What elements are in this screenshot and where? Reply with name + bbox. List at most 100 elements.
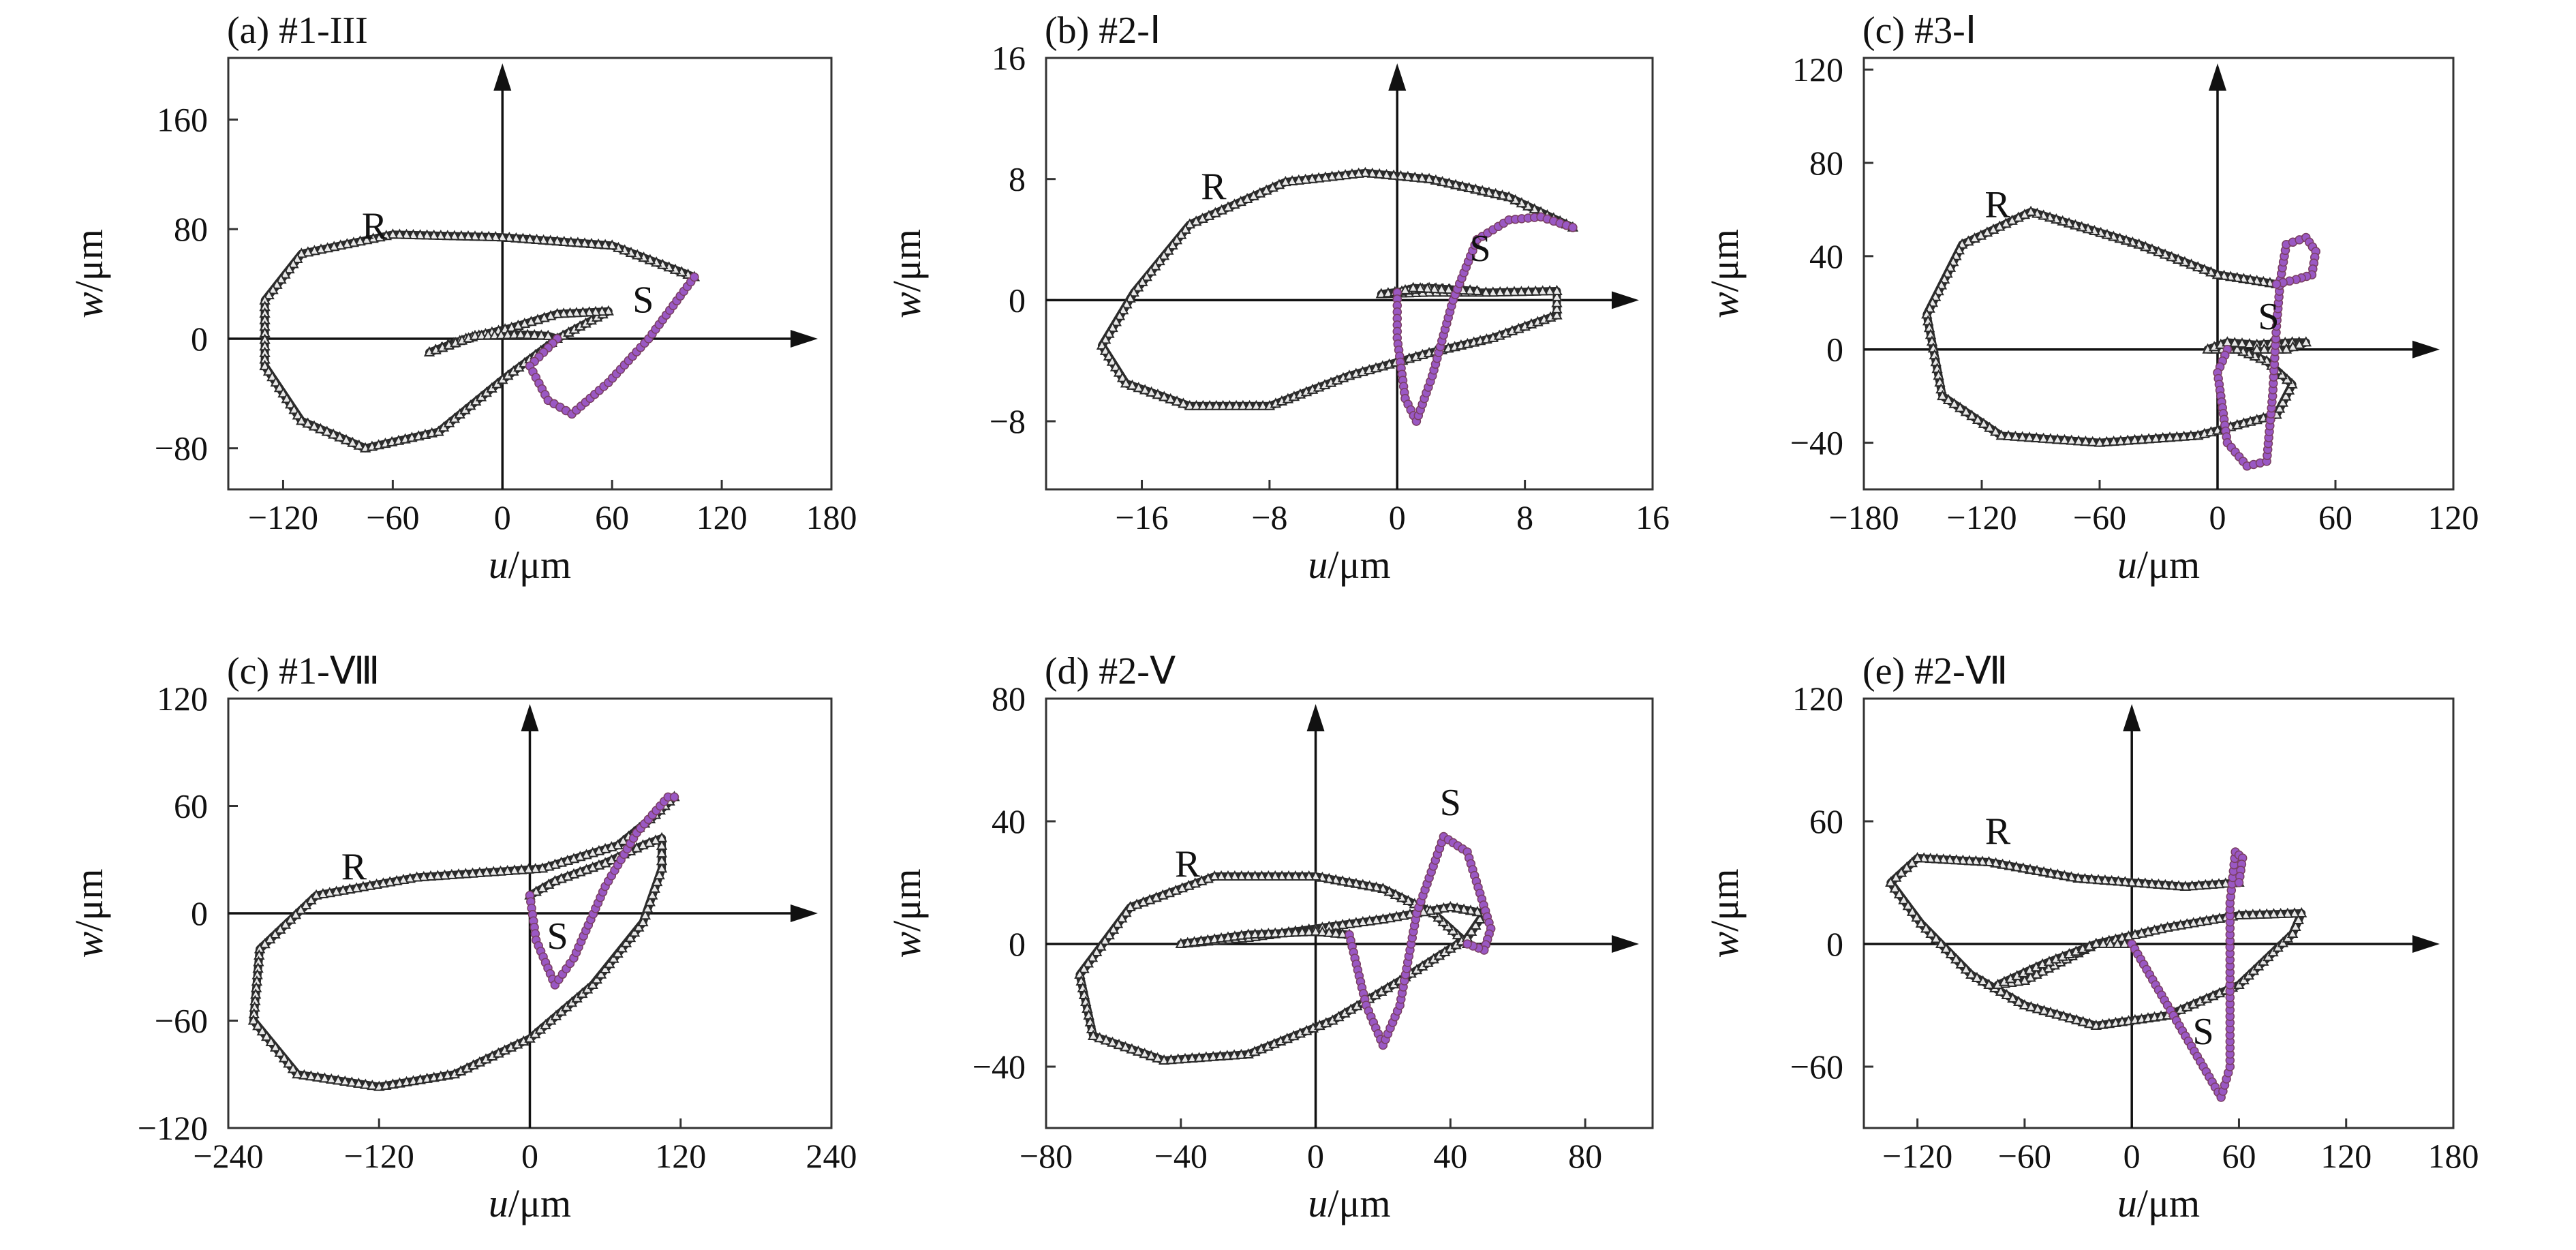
data-point-R — [2077, 1016, 2089, 1026]
data-point-R — [460, 868, 472, 879]
x-tick-label: −80 — [1019, 1137, 1073, 1175]
data-point-R — [1171, 395, 1183, 406]
data-point-R — [462, 230, 474, 241]
data-point-R — [1945, 947, 1957, 958]
data-point-R — [380, 230, 392, 241]
data-point-R — [1099, 934, 1111, 945]
data-point-R — [2280, 343, 2293, 354]
data-point-R — [617, 834, 629, 845]
data-point-R — [1229, 198, 1240, 209]
data-point-R — [1184, 218, 1195, 229]
data-point-R — [2132, 876, 2145, 887]
data-point-R — [411, 871, 423, 882]
x-tick-label: −120 — [248, 498, 318, 536]
data-point-R — [2119, 876, 2131, 887]
data-point-R — [2193, 879, 2205, 890]
data-point-R — [1236, 1048, 1247, 1059]
data-point-R — [1283, 870, 1295, 881]
data-point-R — [656, 855, 668, 866]
data-point-R — [517, 232, 529, 243]
data-point-R — [651, 876, 663, 887]
series-S — [525, 272, 699, 419]
data-point-R — [2288, 907, 2301, 918]
data-point-R — [2098, 937, 2109, 948]
data-point-R — [287, 1063, 299, 1073]
data-point-R — [2201, 915, 2212, 926]
data-point-R — [2052, 433, 2064, 444]
data-point-R — [384, 876, 396, 887]
data-point-R — [390, 874, 403, 885]
data-point-R — [1969, 232, 1980, 243]
data-point-R — [247, 1014, 260, 1025]
data-point-R — [1981, 226, 1993, 237]
data-point-R — [1551, 284, 1563, 295]
data-point-R — [1397, 909, 1409, 920]
data-point-R — [324, 887, 335, 898]
plot-frame — [1045, 57, 1654, 491]
data-point-R — [1107, 923, 1120, 934]
data-point-R — [2001, 988, 2012, 999]
data-point-R — [337, 884, 349, 895]
data-point-R — [2173, 880, 2185, 891]
data-point-R — [2213, 912, 2226, 923]
x-tick-label: 40 — [1433, 1137, 1467, 1175]
data-point-R — [1216, 204, 1227, 215]
data-point-R — [2251, 343, 2263, 354]
x-tick-label: 120 — [655, 1137, 706, 1175]
data-point-R — [1895, 866, 1907, 877]
data-point-R — [274, 1046, 286, 1057]
data-point-R — [421, 229, 433, 240]
data-point-R — [404, 872, 416, 883]
y-tick-label: 120 — [1792, 680, 1843, 718]
data-point-R — [1464, 284, 1476, 295]
data-point-R — [2079, 872, 2091, 883]
data-point-R — [269, 1041, 281, 1052]
x-tick-label: −60 — [1998, 1137, 2051, 1175]
data-point-R — [1110, 316, 1122, 326]
data-point-R — [2290, 920, 2301, 931]
data-point-R — [1270, 927, 1281, 938]
data-point-R — [335, 239, 346, 250]
data-point-R — [1890, 871, 1902, 882]
data-point-R — [1257, 399, 1269, 410]
data-point-R — [530, 863, 541, 874]
data-point-R — [1306, 172, 1318, 183]
data-point-R — [1438, 902, 1450, 913]
data-point-R — [1544, 285, 1556, 296]
data-point-R — [2087, 436, 2098, 446]
data-point-R — [1366, 167, 1378, 178]
y-tick-label: 0 — [191, 894, 208, 932]
data-point-R — [2019, 209, 2031, 219]
data-point-R — [525, 316, 537, 326]
y-axis-label: w/μm — [885, 229, 929, 318]
y-axis-label: w/μm — [67, 229, 111, 318]
data-point-R — [2066, 434, 2077, 445]
data-point-R — [1165, 393, 1176, 403]
data-point-R — [649, 882, 660, 893]
data-point-R — [599, 239, 611, 249]
data-point-R — [1422, 282, 1433, 293]
data-point-R — [564, 307, 576, 318]
y-tick-label: 80 — [1809, 144, 1843, 182]
data-point-R — [585, 237, 598, 248]
data-point-R — [1176, 228, 1187, 239]
data-point-R — [1915, 917, 1927, 928]
y-arrowhead — [2209, 63, 2226, 91]
data-point-R — [1186, 1052, 1198, 1063]
data-point-R — [1196, 874, 1208, 885]
data-point-R — [1221, 1050, 1233, 1061]
data-point-R — [346, 1076, 358, 1087]
data-point-R — [656, 862, 668, 873]
data-point-R — [1276, 927, 1288, 938]
data-point-R — [2179, 880, 2191, 891]
series-annotation-R: R — [1175, 843, 1201, 885]
data-point-R — [612, 947, 624, 958]
data-point-R — [1237, 399, 1249, 410]
y-tick-label: 0 — [1826, 925, 1843, 963]
data-point-R — [482, 329, 494, 340]
data-point-R — [1300, 173, 1311, 184]
data-point-R — [1995, 429, 2007, 440]
series-R — [1885, 851, 2307, 1030]
data-point-R — [277, 387, 289, 398]
y-arrowhead — [1388, 63, 1407, 91]
